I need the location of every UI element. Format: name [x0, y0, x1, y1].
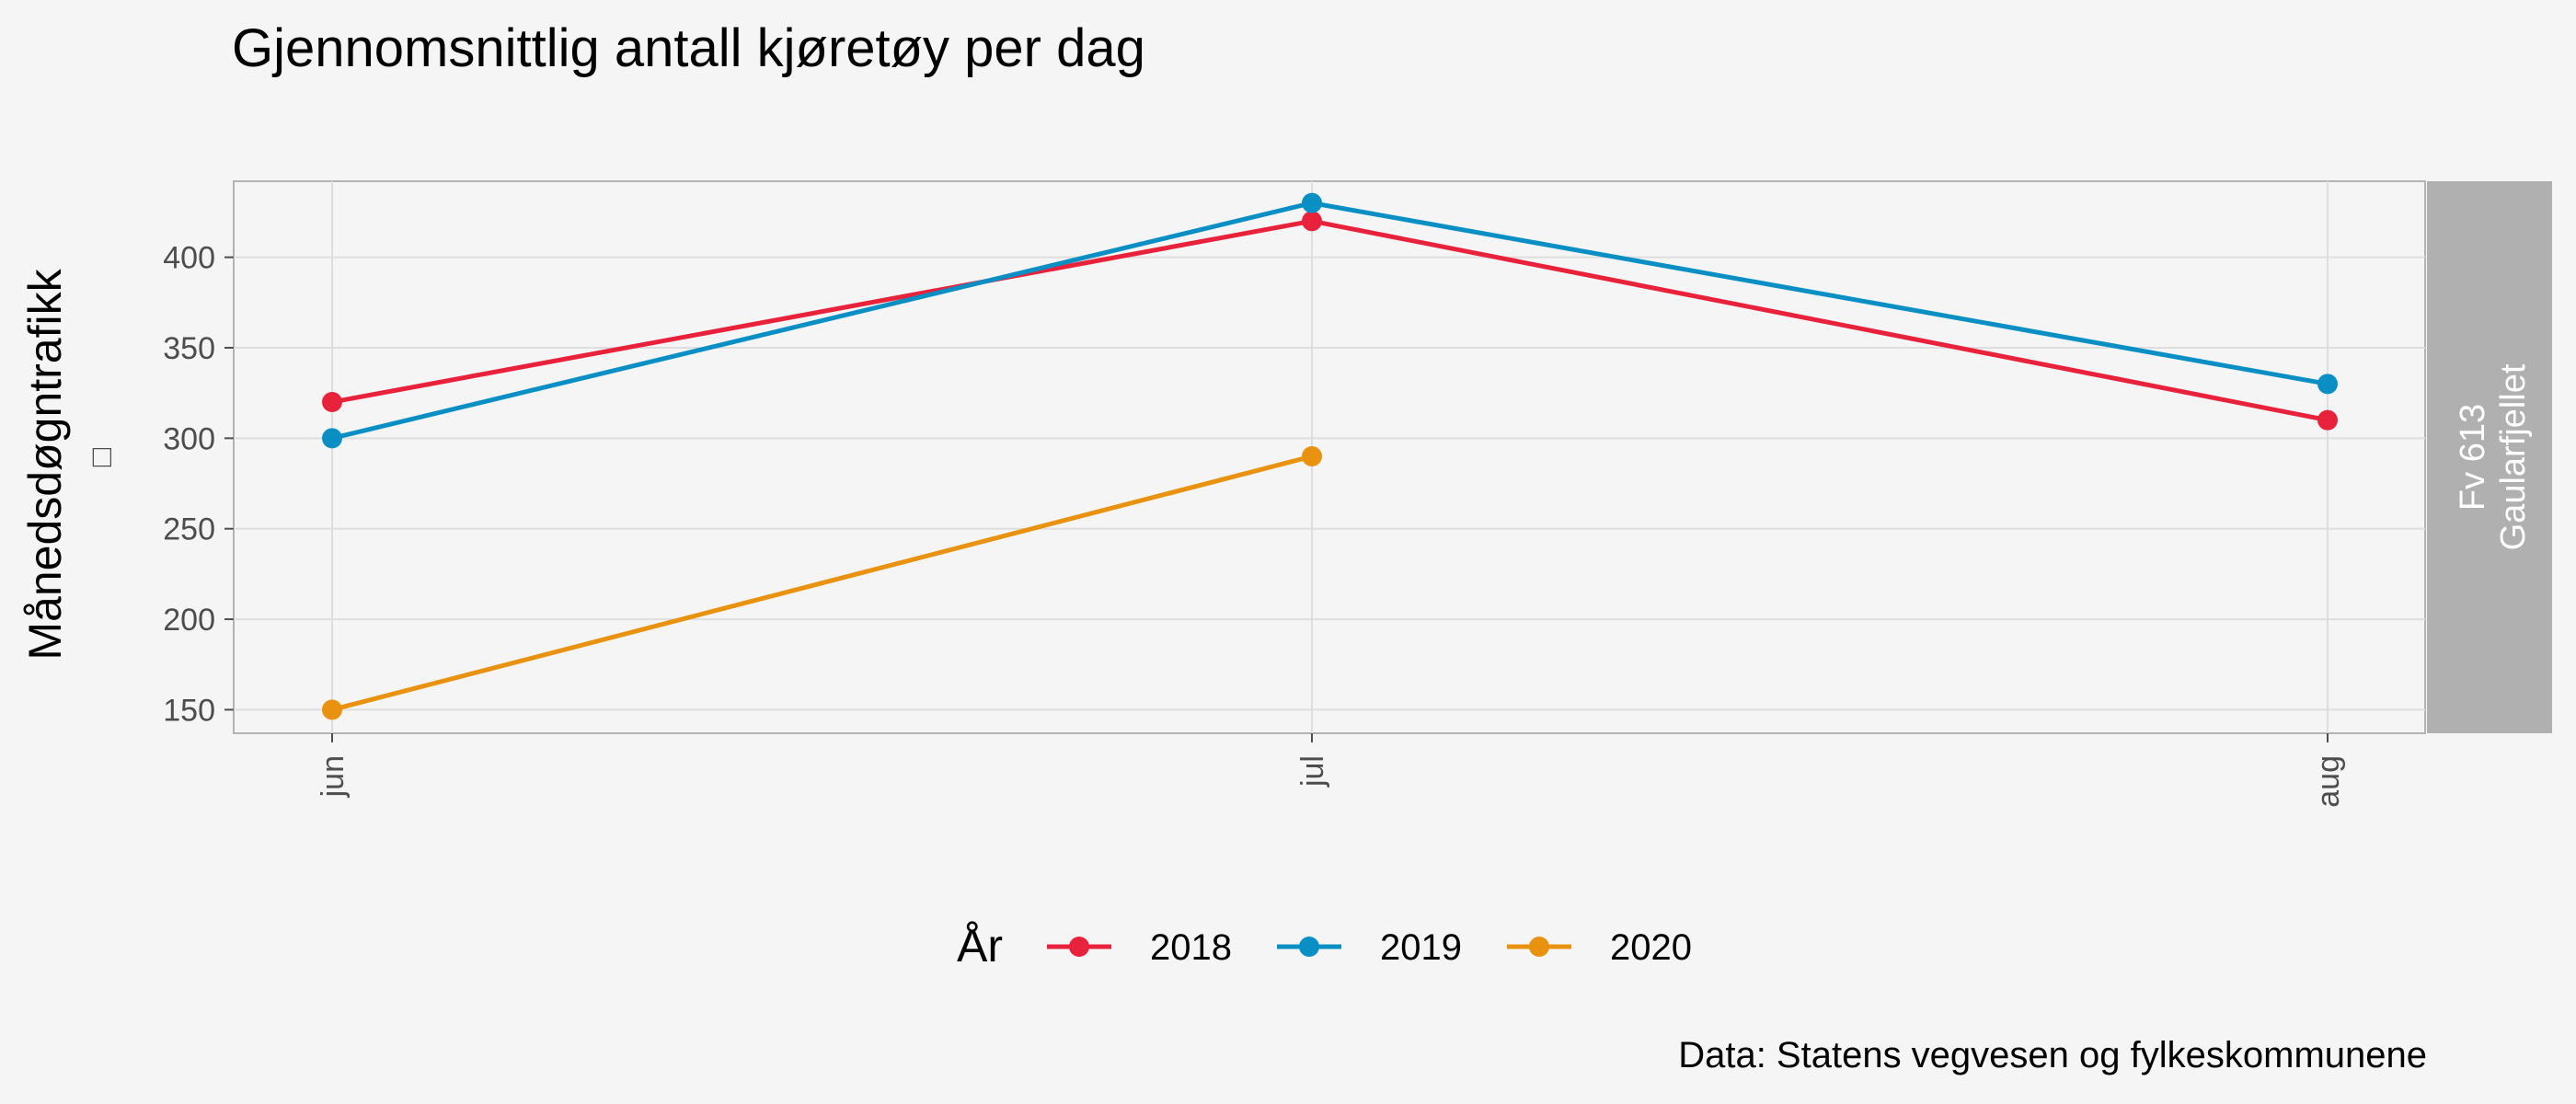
y-tick-label: 250 — [163, 512, 215, 547]
gridlines — [234, 181, 2425, 733]
plot-area — [233, 180, 2426, 734]
y-axis-title-glyph: □ — [84, 447, 119, 466]
legend-label: 2020 — [1610, 927, 1692, 968]
x-tick-label: aug — [2311, 755, 2346, 808]
data-series — [322, 192, 2338, 720]
x-tick-label: jul — [1295, 755, 1330, 788]
y-axis-title: Månedsdøgntrafikk — [19, 268, 71, 660]
series-2018 — [322, 211, 2338, 431]
chart-caption: Data: Statens vegvesen og fylkeskommunen… — [1678, 1035, 2427, 1075]
legend-key-point — [1299, 937, 1319, 957]
x-tick-label: jun — [316, 755, 351, 798]
data-point-2018 — [1302, 211, 1322, 232]
facet-strip: Fv 613 Gaularfjellet — [2427, 181, 2552, 733]
y-axis-ticks: 150 200 250 300 350 400 — [163, 241, 234, 728]
series-2019 — [322, 192, 2338, 449]
data-point-2020 — [1302, 446, 1322, 467]
y-tick-label: 400 — [163, 241, 215, 276]
series-line-2020 — [331, 454, 1313, 712]
chart-title: Gjennomsnittlig antall kjøretøy per dag — [232, 18, 1145, 78]
x-axis-ticks: jun jul aug — [316, 733, 2346, 808]
legend-key-point — [1529, 937, 1549, 957]
data-point-2019 — [1302, 192, 1322, 213]
legend-label: 2018 — [1150, 927, 1232, 968]
data-point-2018 — [2317, 409, 2338, 431]
y-tick-label: 300 — [163, 421, 215, 456]
data-point-2019 — [2317, 374, 2338, 395]
facet-label-place: Gaularfjellet — [2494, 363, 2533, 550]
legend-title: År — [957, 920, 1003, 972]
legend-item-2020: 2020 — [1507, 927, 1692, 968]
legend-key-point — [1069, 937, 1089, 957]
data-point-2020 — [322, 699, 342, 720]
data-point-2019 — [322, 428, 342, 449]
y-tick-label: 350 — [163, 331, 215, 366]
legend-item-2018: 2018 — [1047, 927, 1232, 968]
data-point-2018 — [322, 392, 342, 412]
legend-label: 2019 — [1380, 927, 1462, 968]
legend-item-2019: 2019 — [1277, 927, 1462, 968]
legend: År 2018 2019 2020 — [957, 920, 1692, 972]
y-tick-label: 150 — [163, 693, 215, 728]
facet-strip-background — [2427, 181, 2552, 733]
facet-label-road: Fv 613 — [2454, 404, 2492, 511]
series-2020 — [322, 446, 1322, 720]
y-tick-label: 200 — [163, 603, 215, 638]
